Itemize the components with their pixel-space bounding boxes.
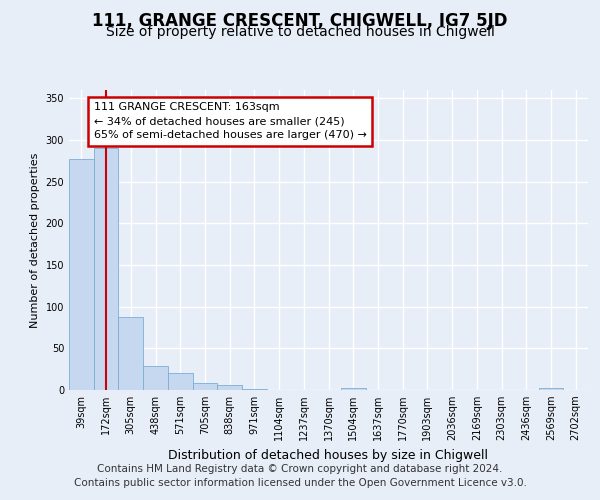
Y-axis label: Number of detached properties: Number of detached properties: [30, 152, 40, 328]
Bar: [168, 374, 193, 390]
Bar: [217, 385, 242, 390]
Bar: [69, 159, 94, 390]
Text: Size of property relative to detached houses in Chigwell: Size of property relative to detached ho…: [106, 25, 494, 39]
Bar: [193, 382, 217, 390]
Bar: [118, 316, 143, 390]
Bar: [242, 389, 267, 390]
Bar: [341, 388, 365, 390]
Text: 111 GRANGE CRESCENT: 163sqm
← 34% of detached houses are smaller (245)
65% of se: 111 GRANGE CRESCENT: 163sqm ← 34% of det…: [94, 102, 367, 141]
Text: 111, GRANGE CRESCENT, CHIGWELL, IG7 5JD: 111, GRANGE CRESCENT, CHIGWELL, IG7 5JD: [92, 12, 508, 30]
Bar: [143, 366, 168, 390]
Bar: [539, 388, 563, 390]
X-axis label: Distribution of detached houses by size in Chigwell: Distribution of detached houses by size …: [169, 449, 488, 462]
Bar: [94, 148, 118, 390]
Text: Contains HM Land Registry data © Crown copyright and database right 2024.
Contai: Contains HM Land Registry data © Crown c…: [74, 464, 526, 487]
